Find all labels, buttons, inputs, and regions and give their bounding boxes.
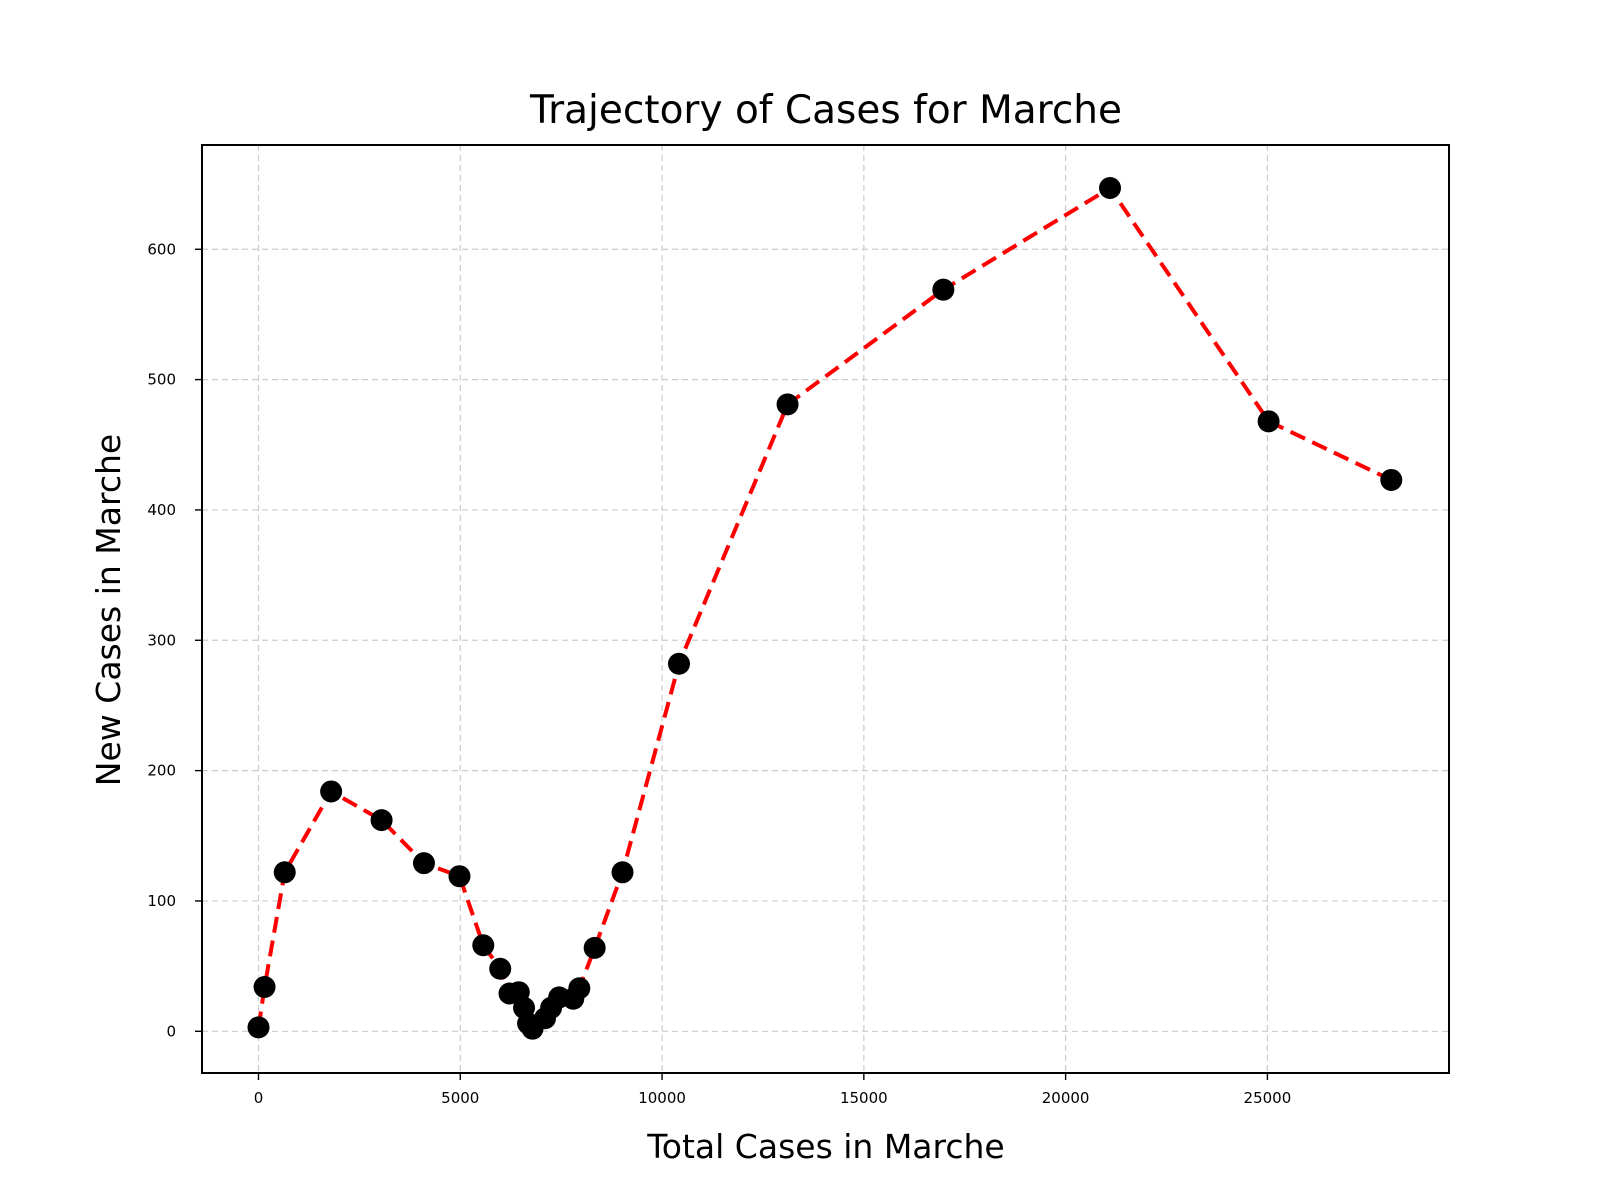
data-point [583,936,606,959]
data-point [776,393,799,416]
data-point [472,934,495,957]
x-axis-label: Total Cases in Marche [646,1127,1004,1166]
data-points [247,177,1403,1040]
y-tick-label: 600 [147,240,176,258]
series-line [256,186,1393,1031]
x-tick-label: 25000 [1244,1089,1292,1107]
data-point [253,975,276,998]
x-tick-label: 15000 [840,1089,888,1107]
x-tick-label: 20000 [1042,1089,1090,1107]
y-tick-label: 100 [147,892,176,910]
data-point [273,861,296,884]
y-tick-label: 300 [147,631,176,649]
data-point [611,861,634,884]
data-point [448,865,471,888]
x-tick-label: 5000 [441,1089,479,1107]
data-point [1099,177,1122,200]
grid [202,145,1449,1073]
data-point [489,957,512,980]
y-tick-label: 200 [147,762,176,780]
plot-frame [201,144,1450,1074]
axis-ticks: 0 5000 10000 15000 20000 25000 0 100 200 300 400 50… [147,240,1291,1107]
data-point [320,780,343,803]
data-point [247,1016,270,1039]
data-point [1257,410,1280,433]
data-point [1380,468,1403,491]
x-tick-label: 10000 [638,1089,686,1107]
chart-title: Trajectory of Cases for Marche [529,88,1122,133]
y-tick-label: 400 [147,501,176,519]
data-point [932,278,955,301]
y-tick-label: 0 [166,1022,176,1040]
y-axis-label: New Cases in Marche [89,434,128,786]
data-point [370,809,393,832]
data-point [668,652,691,675]
y-tick-label: 500 [147,371,176,389]
x-tick-label: 0 [254,1089,264,1107]
data-point [412,852,435,875]
data-point [568,977,591,1000]
